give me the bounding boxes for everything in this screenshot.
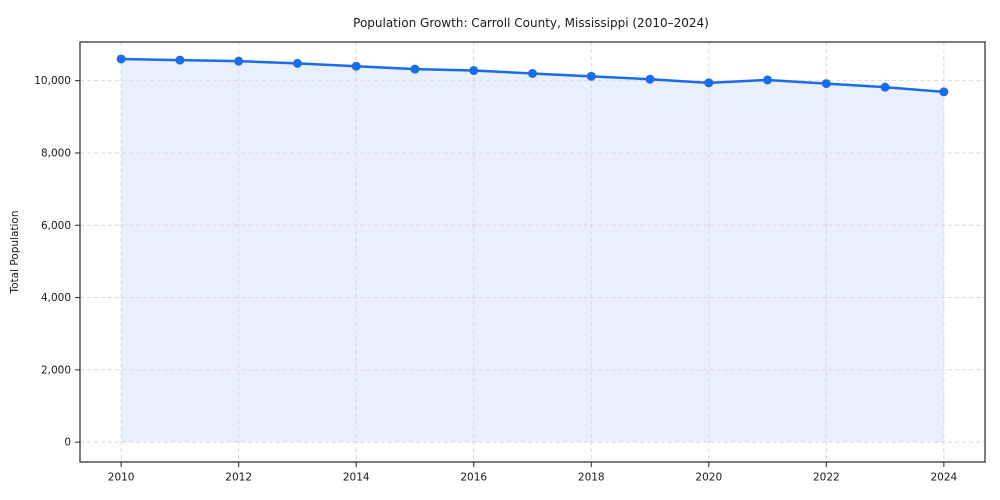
x-tick-label: 2020	[695, 472, 722, 484]
data-point-2019	[645, 74, 655, 84]
y-tick-label: 8,000	[41, 147, 71, 159]
data-point-2011	[175, 55, 185, 65]
data-point-2010	[116, 54, 126, 64]
y-tick-label: 2,000	[41, 364, 71, 376]
data-point-2022	[821, 79, 831, 89]
data-point-2013	[292, 58, 302, 68]
chart-title: Population Growth: Carroll County, Missi…	[353, 16, 709, 30]
x-tick-label: 2024	[930, 472, 957, 484]
x-tick-label: 2012	[225, 472, 252, 484]
x-tick-label: 2016	[460, 472, 487, 484]
x-tick-label: 2010	[108, 472, 135, 484]
data-point-2024	[939, 87, 949, 97]
data-point-2023	[880, 82, 890, 92]
x-tick-label: 2018	[578, 472, 605, 484]
x-tick-label: 2014	[343, 472, 370, 484]
data-point-2015	[410, 64, 420, 74]
data-point-2018	[586, 71, 596, 81]
data-point-2012	[234, 56, 244, 66]
y-axis-label: Total Population	[9, 210, 21, 294]
data-point-2014	[351, 61, 361, 71]
plot-border	[79, 41, 986, 463]
data-point-2021	[763, 75, 773, 85]
y-tick-label: 4,000	[41, 292, 71, 304]
data-point-2016	[469, 66, 479, 76]
data-point-2017	[528, 68, 537, 78]
y-tick-label: 6,000	[41, 220, 71, 232]
y-tick-label: 0	[64, 437, 71, 449]
y-tick-label: 10,000	[34, 75, 71, 87]
x-tick-label: 2022	[813, 472, 840, 484]
area-fill	[121, 58, 944, 443]
data-point-2020	[704, 78, 714, 88]
